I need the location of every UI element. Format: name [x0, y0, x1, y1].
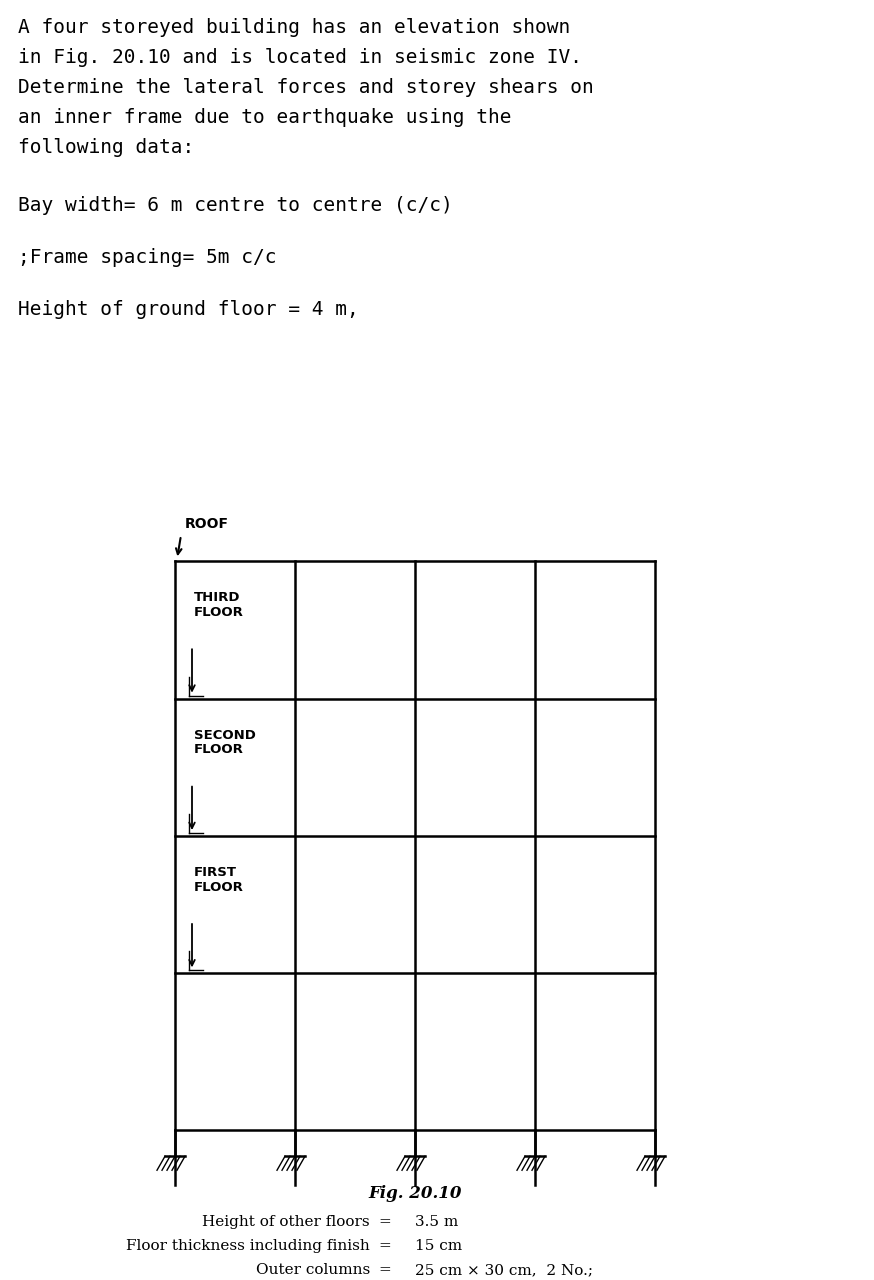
Text: Height of ground floor = 4 m,: Height of ground floor = 4 m,: [18, 300, 358, 319]
Text: SECOND
FLOOR: SECOND FLOOR: [194, 728, 256, 756]
Text: Bay width= 6 m centre to centre (c/c): Bay width= 6 m centre to centre (c/c): [18, 196, 453, 215]
Text: 3.5 m: 3.5 m: [415, 1215, 458, 1229]
Text: =: =: [378, 1263, 392, 1277]
Text: 25 cm × 30 cm,  2 No.;: 25 cm × 30 cm, 2 No.;: [415, 1263, 593, 1277]
Text: Determine the lateral forces and storey shears on: Determine the lateral forces and storey …: [18, 78, 593, 97]
Text: Outer columns: Outer columns: [256, 1263, 370, 1277]
Text: 15 cm: 15 cm: [415, 1239, 462, 1253]
Text: Fig. 20.10: Fig. 20.10: [368, 1185, 461, 1202]
Text: =: =: [378, 1215, 392, 1229]
Text: following data:: following data:: [18, 138, 194, 157]
Text: ;Frame spacing= 5m c/c: ;Frame spacing= 5m c/c: [18, 248, 276, 268]
Text: =: =: [378, 1239, 392, 1253]
Text: Height of other floors: Height of other floors: [203, 1215, 370, 1229]
Text: THIRD
FLOOR: THIRD FLOOR: [194, 591, 244, 620]
Text: in Fig. 20.10 and is located in seismic zone IV.: in Fig. 20.10 and is located in seismic …: [18, 47, 582, 67]
Text: A four storeyed building has an elevation shown: A four storeyed building has an elevatio…: [18, 18, 570, 37]
Text: an inner frame due to earthquake using the: an inner frame due to earthquake using t…: [18, 108, 511, 127]
Text: ROOF: ROOF: [185, 517, 229, 531]
Text: Floor thickness including finish: Floor thickness including finish: [126, 1239, 370, 1253]
Text: FIRST
FLOOR: FIRST FLOOR: [194, 867, 244, 893]
